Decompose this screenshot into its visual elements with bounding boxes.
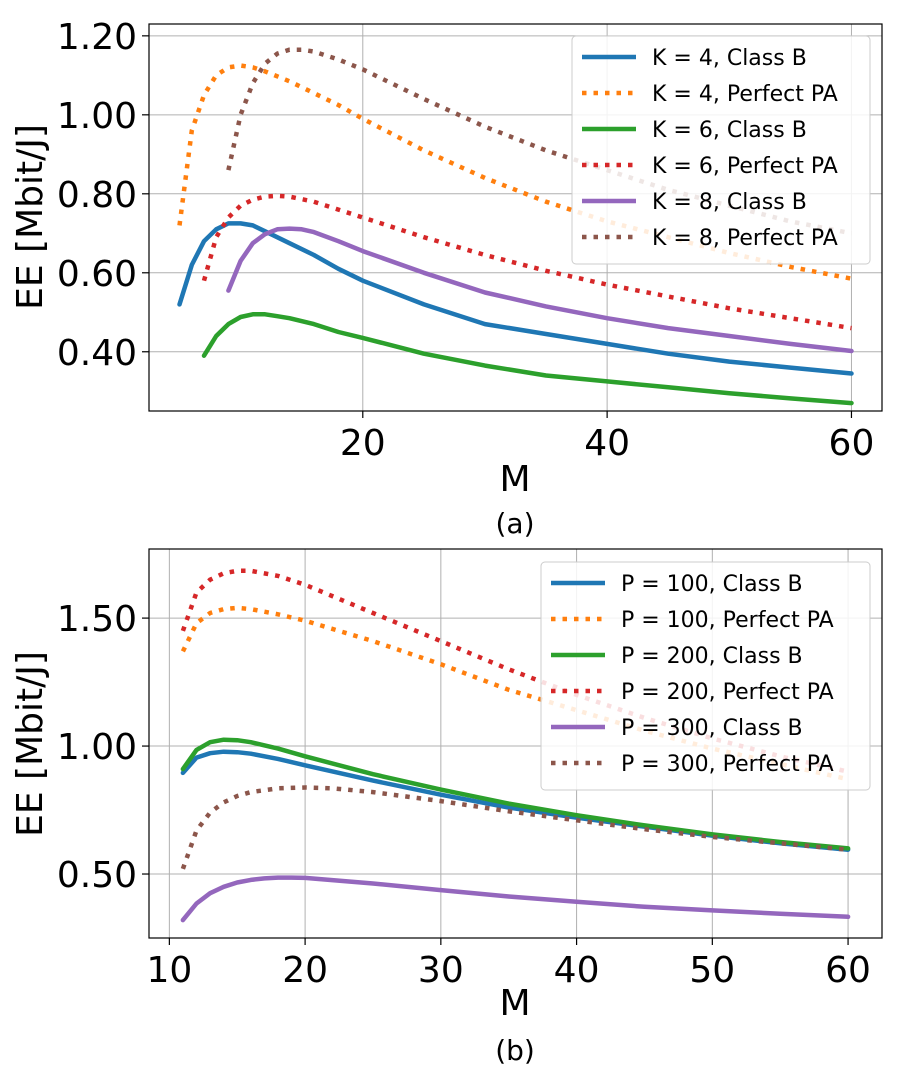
legend-label-a-3: K = 6, Perfect PA bbox=[652, 154, 838, 179]
series-line-a-3 bbox=[201, 193, 852, 331]
legend-b: P = 100, Class B P = 100, Perfect PA P = 2… bbox=[540, 561, 871, 791]
y-axis-label-b: EE [Mbit/J] bbox=[10, 651, 51, 837]
y-axis-label-a: EE [Mbit/J] bbox=[10, 124, 51, 310]
legend-label-b-5: P = 300, Perfect PA bbox=[621, 752, 834, 777]
x-tick-label-a-2: 60 bbox=[829, 423, 875, 464]
x-tick-label-b-2: 30 bbox=[418, 950, 464, 991]
x-axis-label-a: M bbox=[499, 459, 530, 500]
y-tick-label-b-0: 0.50 bbox=[57, 855, 137, 896]
legend-label-b-2: P = 200, Class B bbox=[621, 644, 803, 669]
series-line-a-0 bbox=[177, 221, 854, 376]
x-tick-label-a-1: 40 bbox=[584, 423, 630, 464]
x-tick-label-b-4: 50 bbox=[689, 950, 735, 991]
series-line-a-2 bbox=[201, 312, 854, 406]
legend-box-a bbox=[571, 35, 871, 265]
legend-label-a-5: K = 8, Perfect PA bbox=[652, 226, 838, 251]
legend-label-a-4: K = 8, Class B bbox=[652, 190, 807, 215]
legend-box-b bbox=[540, 561, 871, 791]
y-tick-label-a-1: 0.60 bbox=[57, 254, 137, 295]
series-line-b-2 bbox=[180, 737, 851, 851]
legend-label-b-0: P = 100, Class B bbox=[621, 572, 803, 597]
y-tick-label-b-1: 1.00 bbox=[57, 727, 137, 768]
legend-label-b-1: P = 100, Perfect PA bbox=[621, 608, 834, 633]
legend-label-a-0: K = 4, Class B bbox=[652, 46, 807, 71]
y-tick-label-a-2: 0.80 bbox=[57, 175, 137, 216]
series-line-b-5 bbox=[180, 785, 849, 870]
x-tick-label-b-3: 40 bbox=[554, 950, 600, 991]
y-tick-label-a-4: 1.20 bbox=[57, 17, 137, 58]
plot-frame-b bbox=[148, 548, 883, 939]
x-tick-label-b-0: 10 bbox=[146, 950, 192, 991]
legend-label-a-2: K = 6, Class B bbox=[652, 118, 807, 143]
x-tick-label-b-1: 20 bbox=[282, 950, 328, 991]
y-tick-label-a-3: 1.00 bbox=[57, 96, 137, 137]
legend-label-b-4: P = 300, Class B bbox=[621, 716, 803, 741]
series-line-b-4 bbox=[180, 875, 851, 923]
legend-a: K = 4, Class B K = 4, Perfect PA K = 6, Cl… bbox=[571, 35, 871, 265]
x-tick-label-b-5: 60 bbox=[825, 950, 871, 991]
panel-a: EE [Mbit/J] M (a) 20 40 60 0.40 0.60 0.80 1.00… bbox=[10, 17, 883, 540]
caption-a: (a) bbox=[495, 507, 534, 540]
caption-b: (b) bbox=[495, 1034, 535, 1067]
legend-label-a-1: K = 4, Perfect PA bbox=[652, 82, 838, 107]
x-tick-label-a-0: 20 bbox=[340, 423, 386, 464]
plot-frame-a bbox=[148, 23, 883, 412]
panel-b: EE [Mbit/J] M (b) 10 20 30 40 50 60 0.50 1.00 1.… bbox=[10, 548, 883, 1067]
y-tick-label-b-2: 1.50 bbox=[57, 599, 137, 640]
x-axis-label-b: M bbox=[499, 983, 530, 1024]
series-line-a-4 bbox=[226, 226, 854, 354]
y-tick-label-a-0: 0.40 bbox=[57, 333, 137, 374]
legend-label-b-3: P = 200, Perfect PA bbox=[621, 680, 834, 705]
